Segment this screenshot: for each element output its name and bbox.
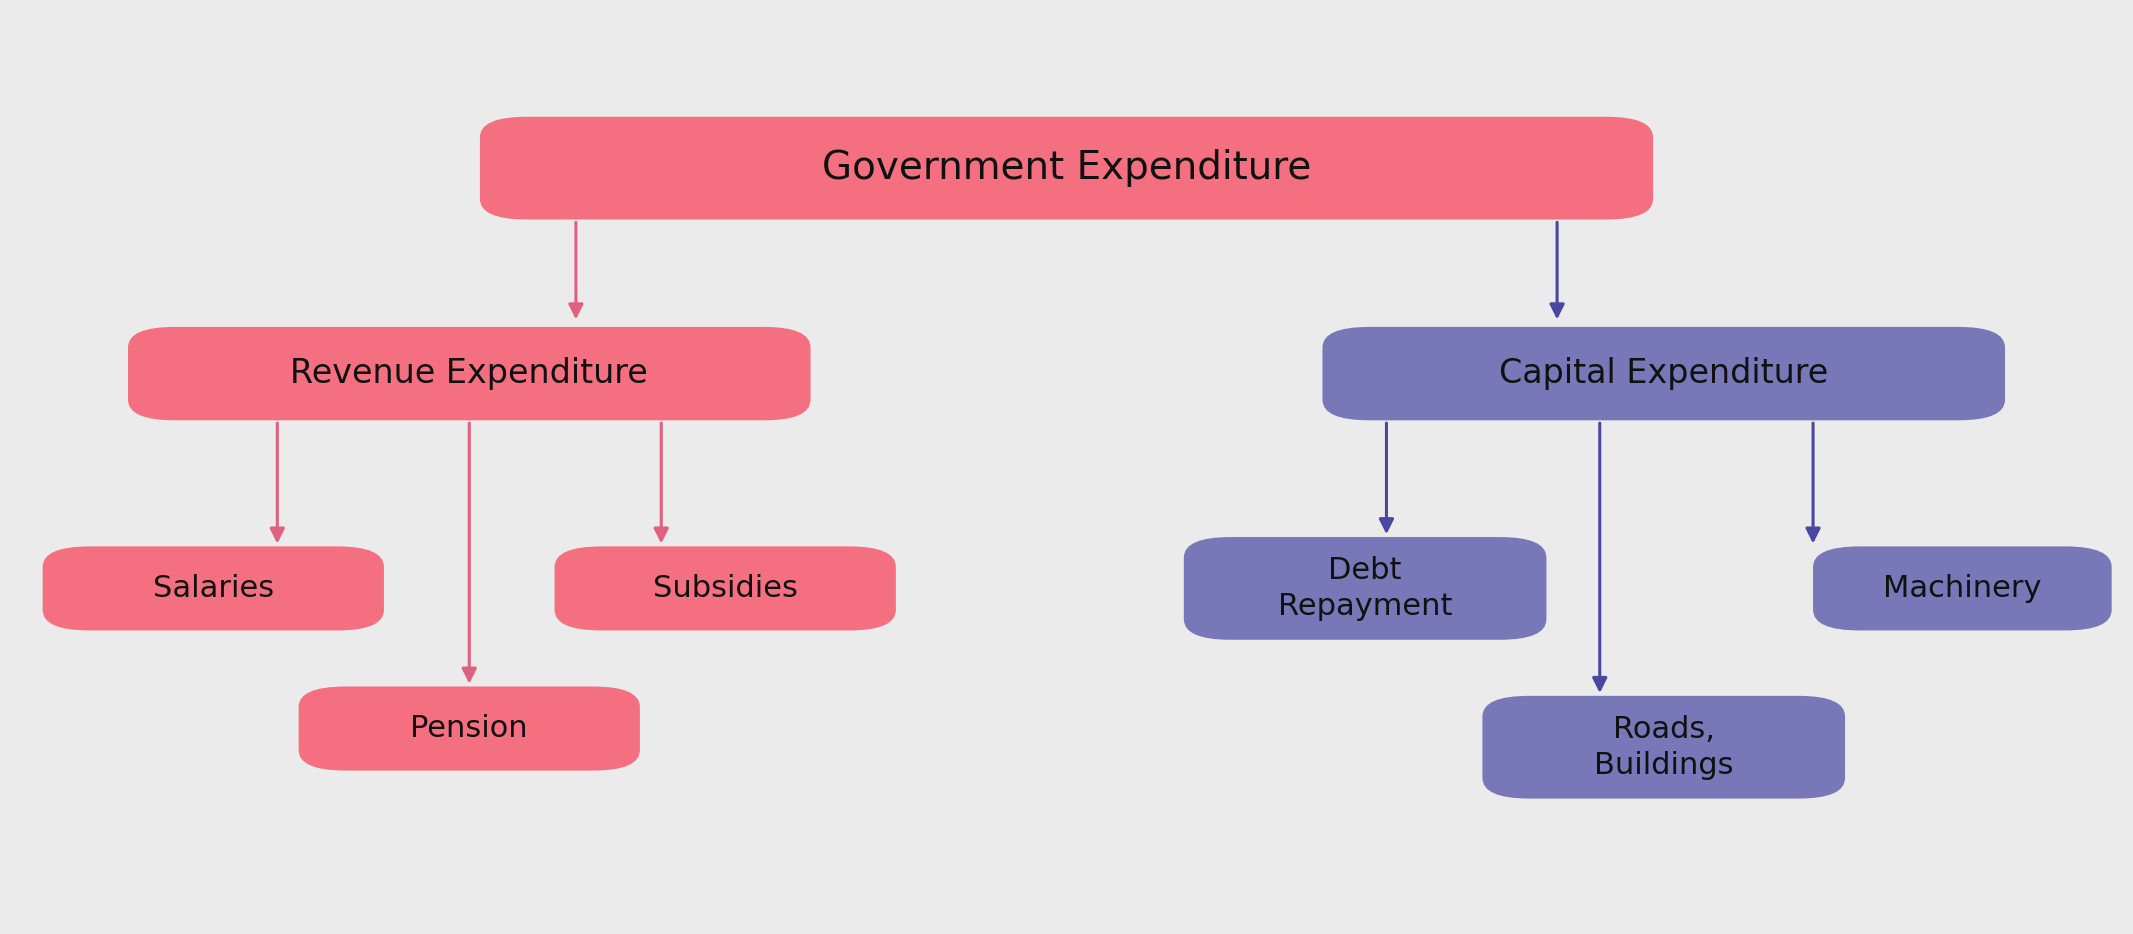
FancyBboxPatch shape [1482,696,1845,799]
FancyBboxPatch shape [555,546,896,630]
FancyBboxPatch shape [1322,327,2005,420]
FancyBboxPatch shape [480,117,1653,219]
Text: Capital Expenditure: Capital Expenditure [1499,357,1828,390]
Text: Government Expenditure: Government Expenditure [821,149,1312,187]
Text: Revenue Expenditure: Revenue Expenditure [290,357,648,390]
Text: Subsidies: Subsidies [653,573,798,603]
Text: Roads,
Buildings: Roads, Buildings [1593,715,1734,780]
FancyBboxPatch shape [128,327,811,420]
Text: Pension: Pension [410,714,529,743]
Text: Salaries: Salaries [154,573,273,603]
Text: Debt
Repayment: Debt Repayment [1278,556,1453,621]
Text: Machinery: Machinery [1883,573,2041,603]
FancyBboxPatch shape [1184,537,1546,640]
FancyBboxPatch shape [299,686,640,771]
FancyBboxPatch shape [43,546,384,630]
FancyBboxPatch shape [1813,546,2112,630]
